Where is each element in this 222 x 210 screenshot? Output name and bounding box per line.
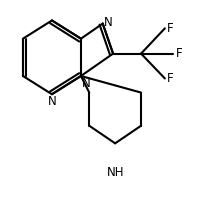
Text: NH: NH [106, 166, 124, 179]
Text: F: F [167, 22, 173, 35]
Text: N: N [82, 77, 91, 90]
Text: N: N [48, 95, 56, 108]
Text: F: F [167, 72, 173, 85]
Text: F: F [176, 47, 182, 60]
Text: N: N [104, 16, 113, 29]
